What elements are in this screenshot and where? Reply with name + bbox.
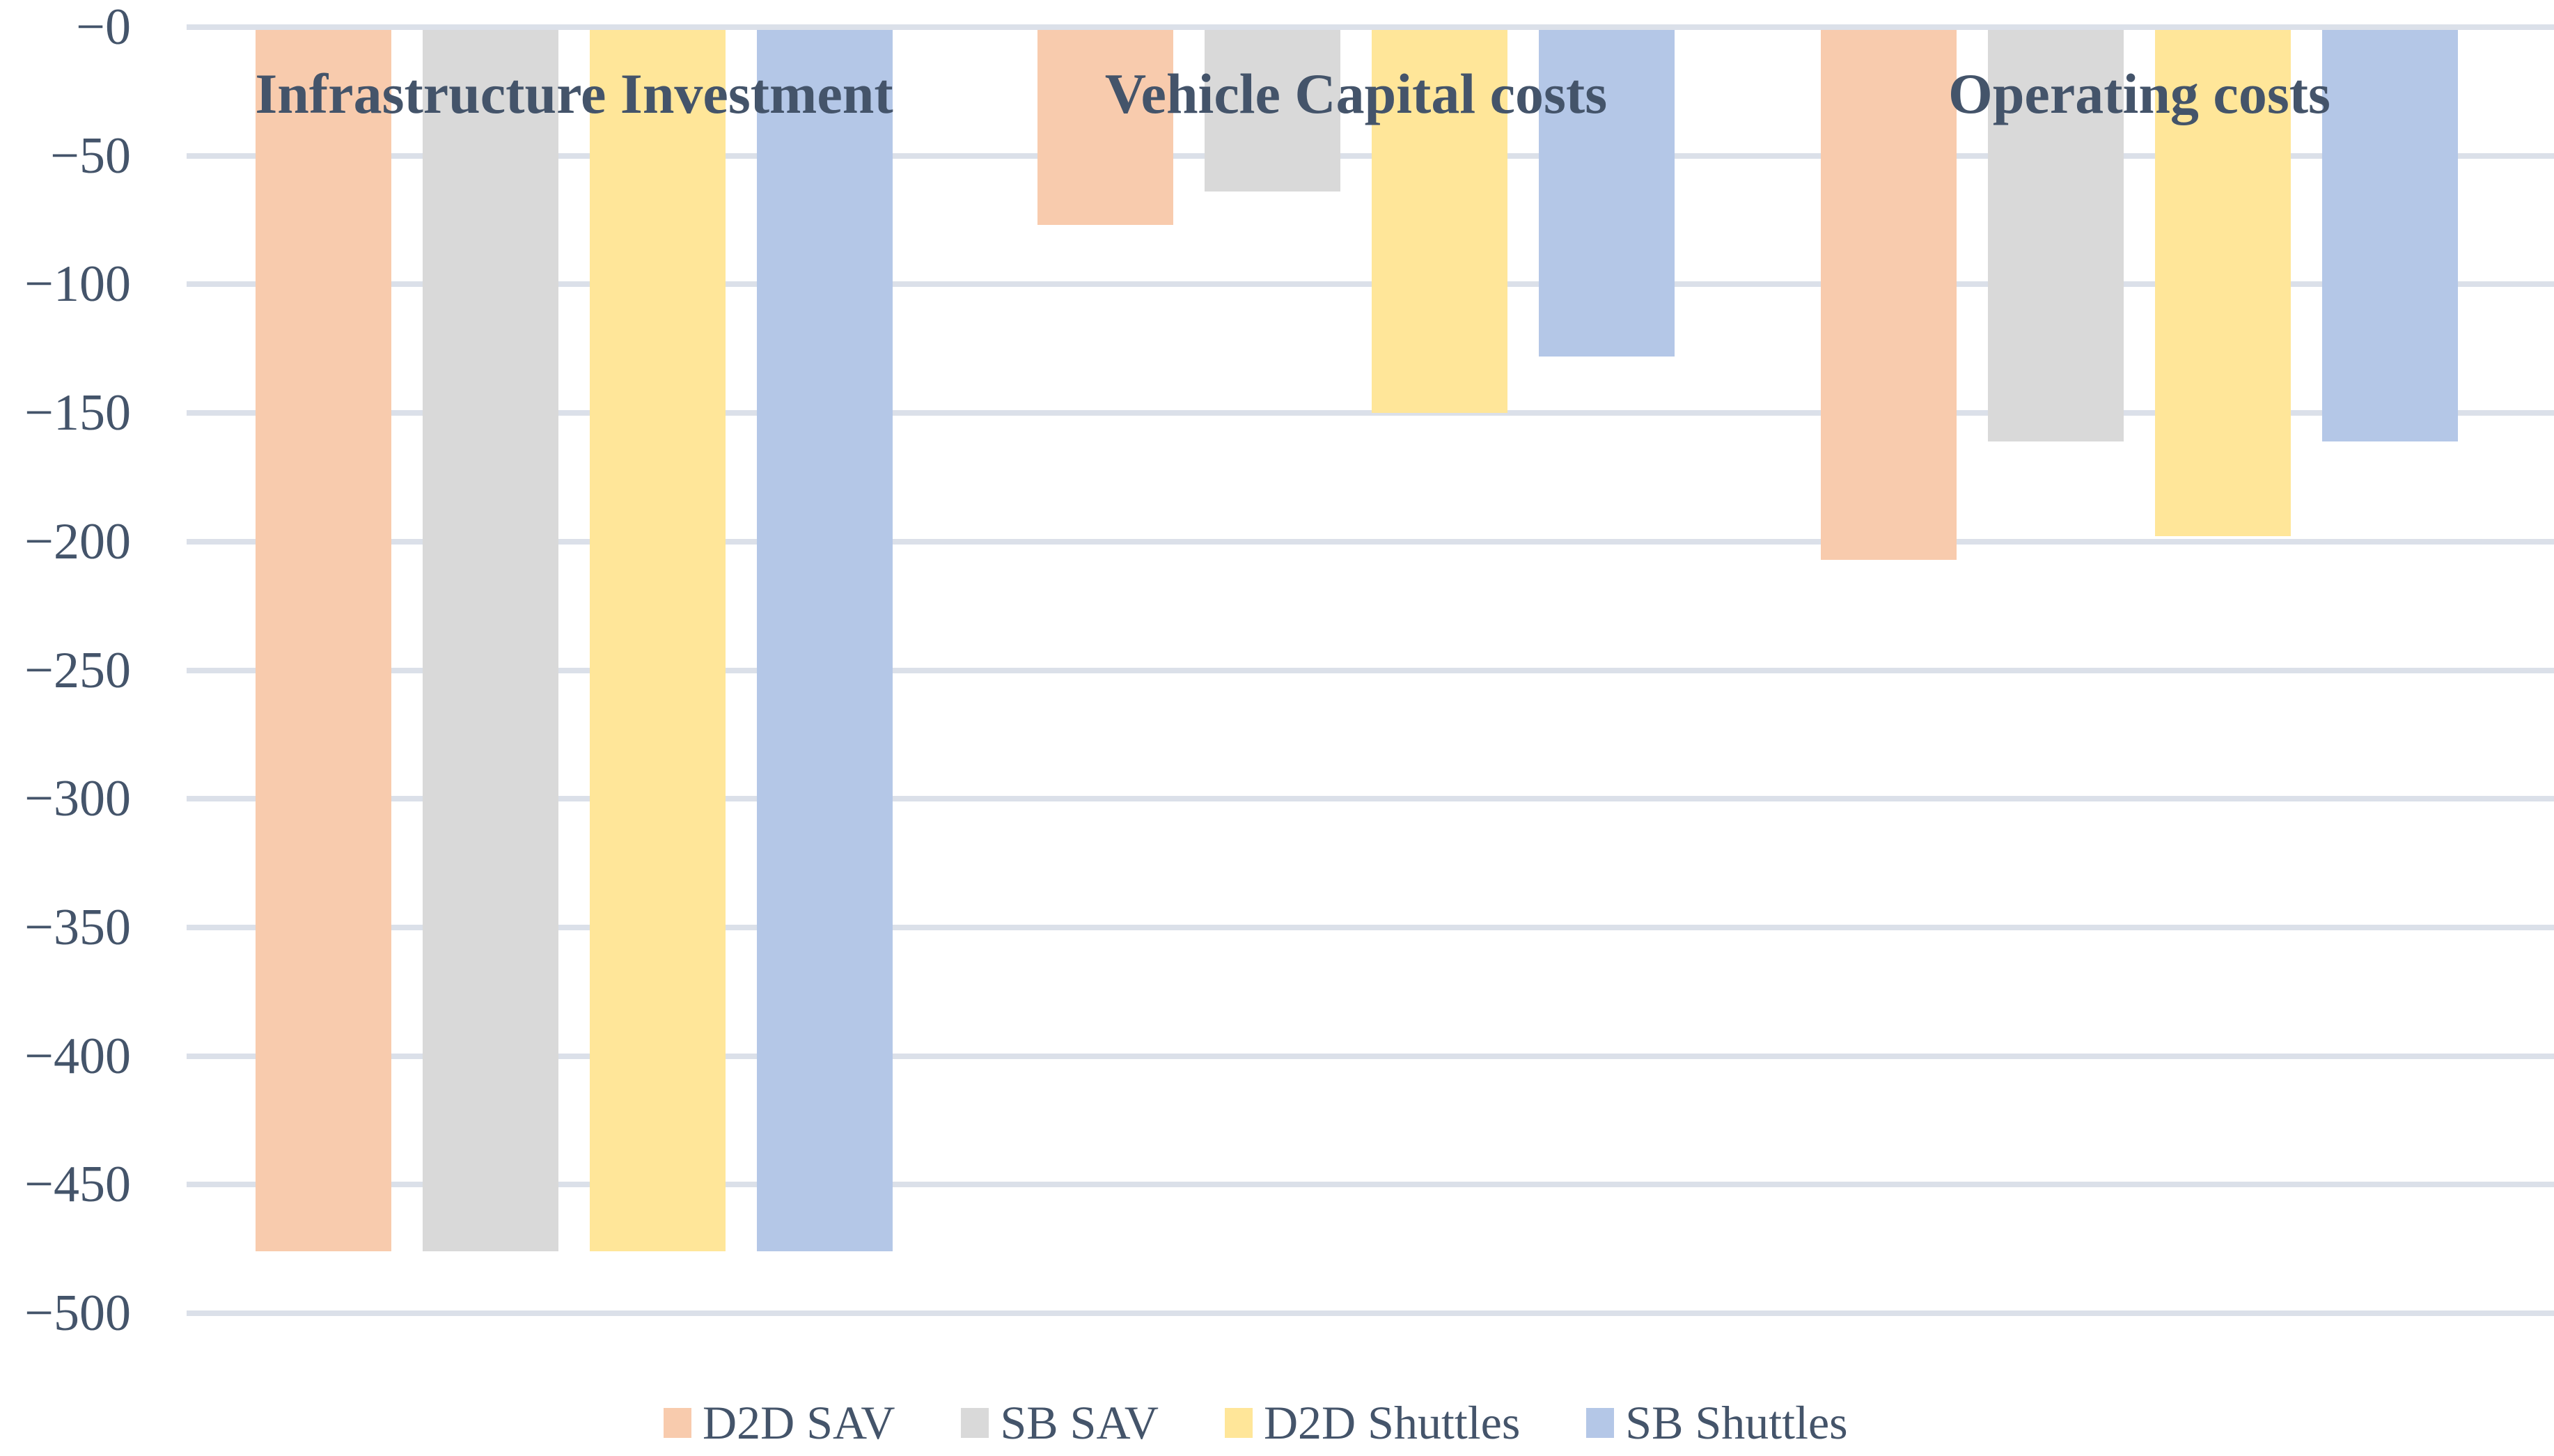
legend-item-d2d-shuttles: D2D Shuttles — [1224, 1393, 1521, 1453]
gridline — [187, 796, 2554, 801]
y-tick-label: −0 — [76, 0, 131, 56]
gridline — [187, 153, 2554, 159]
legend-label: D2D Shuttles — [1263, 1396, 1521, 1449]
gridline — [187, 925, 2554, 930]
gridline — [187, 1182, 2554, 1187]
bar-sb-shuttles-vehicle-capital-costs — [1539, 30, 1675, 357]
category-label-vehicle-capital-costs: Vehicle Capital costs — [1104, 62, 1608, 125]
legend-label: SB SAV — [1000, 1396, 1159, 1449]
legend-label: SB Shuttles — [1625, 1396, 1848, 1449]
y-tick-label: −50 — [50, 127, 131, 185]
bar-d2d-shuttles-infrastructure-investment — [590, 30, 726, 1251]
legend-swatch-d2d-sav — [664, 1407, 691, 1438]
bar-d2d-shuttles-operating-costs — [2155, 30, 2291, 536]
bar-d2d-sav-vehicle-capital-costs — [1037, 30, 1173, 225]
gridline — [187, 24, 2554, 30]
y-tick-label: −150 — [24, 384, 131, 441]
legend-item-d2d-sav: D2D SAV — [664, 1393, 895, 1453]
gridline — [187, 539, 2554, 545]
y-tick-label: −350 — [24, 899, 131, 956]
legend-swatch-sb-shuttles — [1586, 1407, 1615, 1438]
y-tick-label: −400 — [24, 1028, 131, 1085]
gridline — [187, 1054, 2554, 1059]
y-tick-label: −250 — [24, 642, 131, 699]
y-tick-label: −300 — [24, 770, 131, 827]
gridline — [187, 1310, 2554, 1316]
bar-d2d-sav-infrastructure-investment — [256, 30, 391, 1251]
gridline — [187, 668, 2554, 673]
category-label-operating-costs: Operating costs — [1948, 62, 2330, 125]
legend-item-sb-shuttles: SB Shuttles — [1586, 1393, 1848, 1453]
y-tick-label: −450 — [24, 1156, 131, 1213]
legend: D2D SAV SB SAV D2D Shuttles SB Shuttles — [664, 1393, 1848, 1453]
y-tick-label: −100 — [24, 256, 131, 313]
bar-sb-sav-vehicle-capital-costs — [1205, 30, 1340, 191]
legend-label: D2D SAV — [703, 1396, 895, 1449]
y-tick-label: −500 — [24, 1285, 131, 1342]
bar-sb-sav-infrastructure-investment — [423, 30, 558, 1251]
bar-d2d-shuttles-vehicle-capital-costs — [1372, 30, 1507, 413]
bar-d2d-sav-operating-costs — [1821, 30, 1957, 560]
bar-sb-sav-operating-costs — [1988, 30, 2124, 441]
y-tick-label: −200 — [24, 513, 131, 570]
gridline — [187, 410, 2554, 416]
legend-item-sb-sav: SB SAV — [961, 1393, 1159, 1453]
category-label-infrastructure-investment: Infrastructure Investment — [255, 62, 893, 125]
gridline — [187, 281, 2554, 287]
bar-sb-shuttles-infrastructure-investment — [757, 30, 893, 1251]
legend-swatch-d2d-shuttles — [1224, 1407, 1253, 1438]
bar-sb-shuttles-operating-costs — [2322, 30, 2458, 441]
legend-swatch-sb-sav — [961, 1407, 989, 1438]
